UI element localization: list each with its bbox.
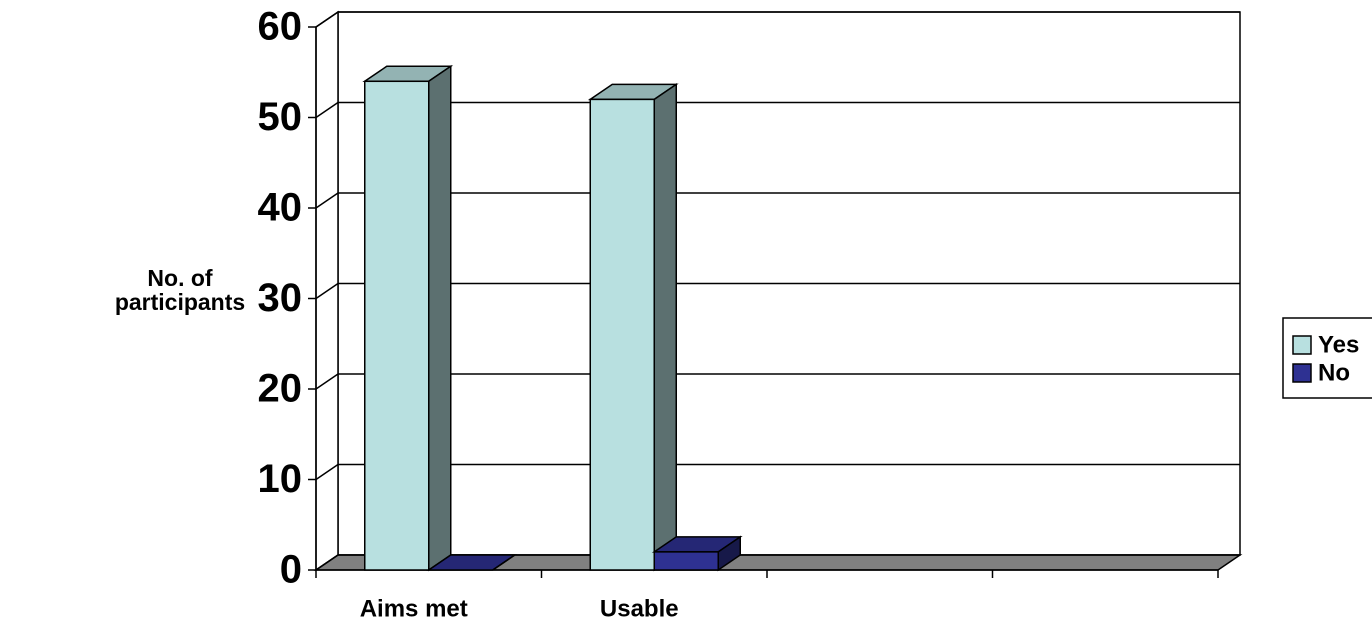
legend-label: No [1318,359,1350,386]
y-tick-label: 50 [258,95,303,139]
y-tick-label: 0 [280,548,302,592]
y-axis-label: participants [115,289,245,315]
grid-line [315,282,339,300]
grid-line [315,554,339,571]
bar-side [428,64,452,572]
y-tick-label: 20 [258,367,303,411]
grid-line [315,192,339,209]
y-tick-label: 10 [258,457,303,501]
y-tick-label: 60 [258,5,303,49]
grid-line [315,463,339,481]
legend-box [1282,317,1372,399]
bar-side [653,82,677,572]
y-axis-label: No. of [147,265,212,291]
x-tick-label: Aims met [360,595,468,622]
grid-line [315,11,339,28]
y-tick-label: 30 [258,276,303,320]
bar-side [492,554,516,571]
legend-label: Yes [1318,331,1359,358]
x-tick-label: Usable [600,595,679,622]
y-tick-label: 40 [258,186,303,230]
bar [589,98,655,571]
legend-swatch [1292,363,1312,383]
grid-line [315,101,339,119]
bar [364,80,430,571]
grid-line [315,373,339,390]
legend-swatch [1292,335,1312,355]
bar [653,551,719,571]
